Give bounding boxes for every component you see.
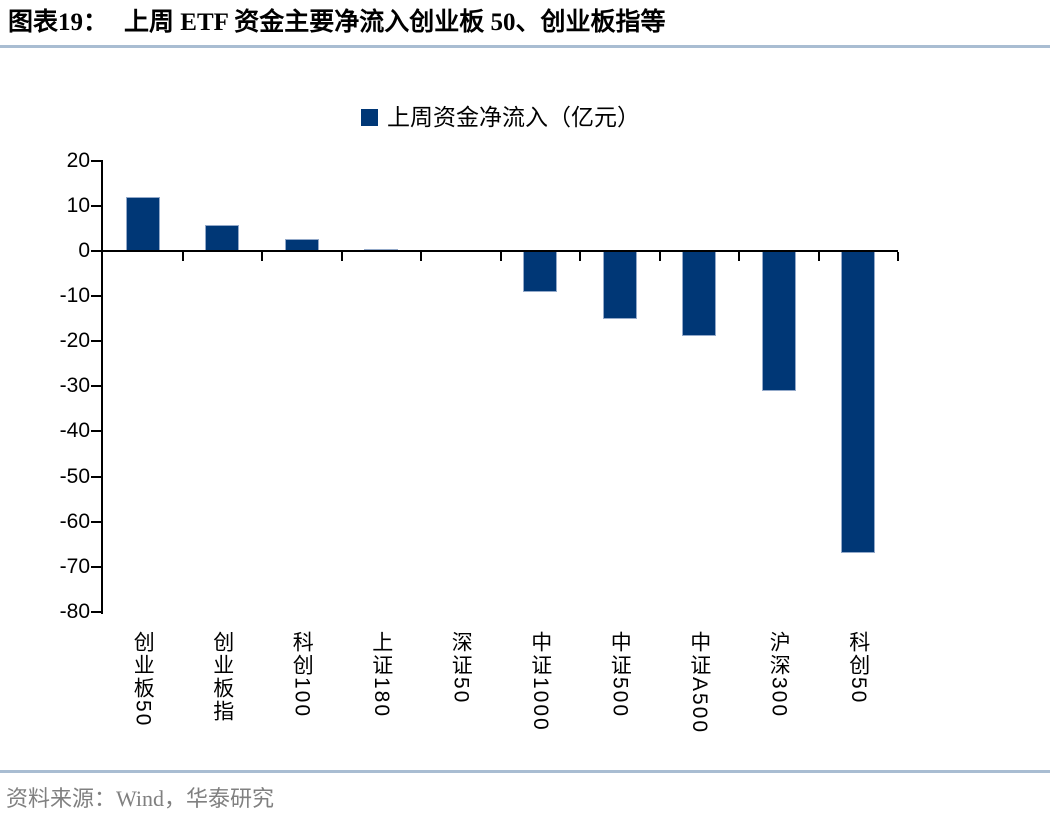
y-tick bbox=[91, 204, 103, 207]
bar bbox=[841, 251, 876, 553]
y-tick-label: -20 bbox=[59, 329, 90, 353]
y-tick-label: -70 bbox=[59, 554, 90, 578]
title-divider bbox=[0, 45, 1050, 48]
x-tick bbox=[579, 252, 581, 261]
x-tick bbox=[261, 252, 263, 261]
y-tick bbox=[91, 250, 103, 252]
figure-label: 图表19： bbox=[8, 9, 109, 36]
y-tick-label: 0 bbox=[78, 239, 90, 262]
chart-legend: 上周资金净流入（亿元） bbox=[103, 103, 898, 133]
x-category-label: 科创100 bbox=[290, 631, 314, 719]
y-axis-line bbox=[101, 160, 103, 614]
y-tick-label: -80 bbox=[59, 599, 90, 623]
x-category-label-box: 科创100 bbox=[262, 631, 342, 771]
y-tick-label: -10 bbox=[59, 284, 90, 308]
y-tick-label: -30 bbox=[59, 374, 90, 398]
x-category-label: 创业板指 bbox=[210, 631, 234, 723]
y-tick bbox=[91, 340, 103, 343]
x-category-label: 科创50 bbox=[846, 631, 870, 705]
x-tick bbox=[181, 252, 184, 261]
bar bbox=[125, 197, 160, 251]
legend-marker-icon bbox=[361, 109, 378, 126]
y-tick bbox=[91, 565, 103, 568]
y-tick bbox=[91, 520, 103, 523]
x-tick bbox=[738, 252, 740, 261]
y-tick-label: 20 bbox=[66, 148, 90, 172]
x-tick bbox=[817, 252, 820, 261]
x-category-label-box: 中证1000 bbox=[500, 631, 580, 771]
x-tick bbox=[897, 252, 899, 261]
y-tick bbox=[91, 159, 103, 162]
y-tick bbox=[91, 610, 103, 613]
y-tick bbox=[91, 295, 103, 298]
x-tick bbox=[499, 252, 502, 261]
x-category-label: 沪深300 bbox=[767, 631, 791, 719]
x-category-label: 中证1000 bbox=[528, 631, 552, 732]
bar bbox=[205, 224, 240, 251]
x-category-label-box: 创业板指 bbox=[182, 631, 262, 771]
legend-label: 上周资金净流入（亿元） bbox=[387, 105, 640, 130]
y-tick bbox=[91, 475, 103, 478]
figure-header: 图表19： 上周 ETF 资金主要净流入创业板 50、创业板指等 bbox=[8, 6, 1042, 40]
x-category-label: 创业板50 bbox=[131, 631, 155, 728]
x-category-label-box: 创业板50 bbox=[103, 631, 183, 771]
x-category-label-box: 中证A500 bbox=[659, 631, 739, 771]
source-text: 资料来源：Wind，华泰研究 bbox=[6, 786, 274, 811]
footer-divider bbox=[0, 770, 1050, 773]
y-tick-label: -50 bbox=[59, 464, 90, 488]
figure-title: 上周 ETF 资金主要净流入创业板 50、创业板指等 bbox=[124, 9, 666, 36]
bar bbox=[523, 251, 558, 293]
x-category-label-box: 上证180 bbox=[341, 631, 421, 771]
y-tick-label: -40 bbox=[59, 419, 90, 443]
x-category-label-box: 沪深300 bbox=[739, 631, 819, 771]
x-tick bbox=[340, 252, 343, 261]
x-category-label-box: 中证500 bbox=[580, 631, 660, 771]
x-category-label-box: 深证50 bbox=[421, 631, 501, 771]
x-category-label: 深证50 bbox=[449, 631, 473, 705]
x-tick bbox=[658, 252, 661, 261]
x-axis-line bbox=[101, 250, 898, 252]
x-category-label-box: 科创50 bbox=[818, 631, 898, 771]
x-category-label: 中证500 bbox=[608, 631, 632, 719]
y-tick-label: -60 bbox=[59, 509, 90, 533]
bar bbox=[682, 251, 717, 337]
bar bbox=[761, 251, 796, 391]
x-category-label: 上证180 bbox=[369, 631, 393, 719]
x-category-label: 中证A500 bbox=[687, 631, 711, 735]
y-tick-label: 10 bbox=[66, 193, 90, 217]
bar bbox=[602, 251, 637, 319]
y-tick bbox=[91, 385, 103, 388]
x-tick bbox=[420, 252, 422, 261]
y-tick bbox=[91, 430, 103, 433]
